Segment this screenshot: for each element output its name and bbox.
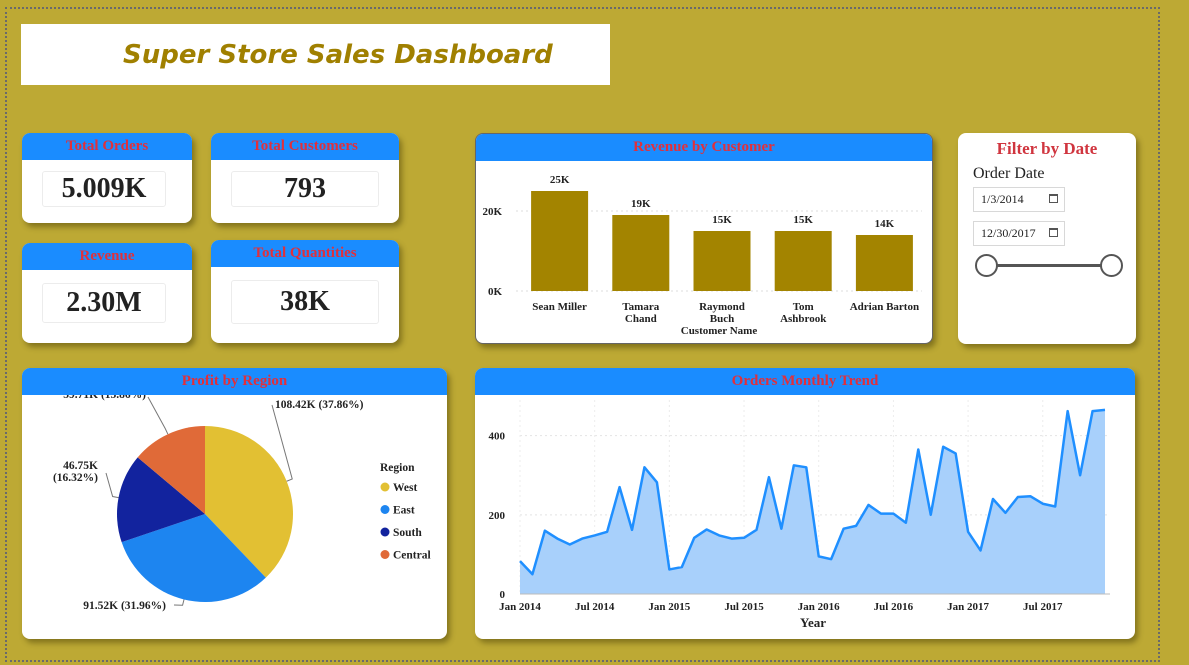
y-tick-label: 0K [488, 286, 503, 298]
x-tick-label: Jan 2016 [798, 601, 840, 613]
x-tick-label: Jan 2014 [499, 601, 541, 613]
legend-swatch [380, 482, 390, 492]
leader-line [271, 404, 293, 482]
data-label: 15K [793, 214, 813, 226]
chart-title: Revenue by Customer [476, 134, 932, 161]
kpi-label: Revenue [22, 243, 192, 270]
x-tick-label: Jul 2016 [874, 601, 914, 613]
legend-swatch [380, 505, 390, 514]
kpi-label: Total Customers [211, 133, 399, 160]
chart-title: Profit by Region [22, 368, 447, 395]
end-date-value: 12/30/2017 [981, 226, 1036, 240]
kpi-value: 5.009K [42, 171, 166, 207]
filter-subtitle: Order Date [973, 165, 1045, 182]
y-tick-label: 200 [489, 510, 506, 522]
revenue-by-customer-card: Revenue by Customer 0K 20K 25K Sean Miller 1… [475, 133, 933, 344]
leader-line [105, 472, 119, 499]
dashboard-title: Super Store Sales Dashboard [123, 39, 553, 70]
end-date-input[interactable]: 12/30/2017 [973, 221, 1065, 246]
legend-label: West [393, 482, 417, 494]
profit-by-region-chart: 108.42K (37.86%) 91.52K (31.96%) 46.75K(16… [53, 395, 431, 612]
y-tick-label: 0 [500, 589, 506, 601]
kpi-card-revenue[interactable]: Revenue 2.30M [22, 243, 192, 343]
x-tick-label: Jan 2015 [648, 601, 690, 613]
pie-slice-west [205, 426, 293, 578]
legend-label: South [393, 527, 422, 539]
pie-data-label: 91.52K (31.96%) [83, 600, 166, 612]
x-tick-label: Jul 2017 [1023, 601, 1063, 613]
kpi-value: 2.30M [42, 283, 166, 323]
bar [531, 191, 589, 291]
x-tick-label: Raymond [699, 301, 745, 313]
y-tick-label: 400 [489, 431, 506, 443]
pie-slice-central [137, 426, 205, 514]
kpi-label: Total Quantities [211, 240, 399, 267]
profit-by-region-card: Profit by Region 108.42K (37.86%) 91.52K … [22, 368, 447, 639]
legend-swatch [380, 550, 390, 559]
x-tick-label: Ashbrook [780, 313, 827, 325]
dashboard-title-box: Super Store Sales Dashboard [21, 24, 610, 85]
x-tick-label: Jul 2015 [724, 601, 764, 613]
x-tick-label: Buch [710, 313, 734, 325]
pie-data-label: 108.42K (37.86%) [275, 399, 364, 411]
filter-title: Filter by Date [996, 139, 1098, 158]
x-tick-label: Tom [793, 301, 814, 313]
kpi-card-total-customers[interactable]: Total Customers 793 [211, 133, 399, 223]
series-line [519, 408, 1106, 576]
start-date-input[interactable]: 1/3/2014 [973, 187, 1065, 212]
bar [693, 231, 751, 291]
kpi-value: 793 [231, 171, 379, 207]
orders-monthly-trend-card: Orders Monthly Trend 0 200 400 Jan 2014 Jul … [475, 368, 1135, 639]
pie-data-label: 39.71K (13.86%) [63, 395, 146, 401]
x-tick-label: Tamara [622, 301, 659, 313]
pie-slice-east [121, 514, 266, 602]
legend-label: Central [393, 550, 431, 562]
calendar-icon[interactable] [1049, 194, 1058, 203]
bar [855, 235, 913, 291]
pie-data-label: (16.32%) [53, 472, 98, 484]
chart-title: Orders Monthly Trend [475, 368, 1135, 395]
dashboard-frame [5, 7, 1160, 662]
legend-swatch [380, 527, 390, 537]
kpi-value: 38K [231, 280, 379, 324]
leader-line [147, 396, 169, 435]
area-fill [520, 409, 1105, 594]
bar [774, 231, 832, 291]
bar [612, 215, 670, 291]
data-label: 25K [550, 174, 570, 186]
kpi-card-total-quantities[interactable]: Total Quantities 38K [211, 240, 399, 343]
x-tick-label: Sean Miller [532, 301, 587, 313]
x-tick-label: Jan 2017 [947, 601, 989, 613]
date-range-end-handle[interactable] [1100, 254, 1123, 277]
orders-monthly-trend-chart: 0 200 400 Jan 2014 Jul 2014 Jan 2015 Jul 2015 J… [489, 400, 1110, 630]
legend-label: East [393, 505, 415, 517]
x-tick-label: Adrian Barton [850, 301, 919, 313]
leader-line [173, 599, 185, 606]
start-date-value: 1/3/2014 [981, 192, 1024, 206]
x-axis-label: Customer Name [681, 325, 758, 337]
date-range-slider-track[interactable] [986, 264, 1112, 267]
y-tick-label: 20K [482, 206, 502, 218]
date-range-start-handle[interactable] [975, 254, 998, 277]
pie-slice-south [117, 457, 205, 543]
x-axis-label: Year [800, 615, 826, 630]
data-label: 14K [875, 218, 895, 230]
kpi-label: Total Orders [22, 133, 192, 160]
data-label: 19K [631, 198, 651, 210]
kpi-card-total-orders[interactable]: Total Orders 5.009K [22, 133, 192, 223]
pie-data-label: 46.75K [63, 460, 98, 472]
data-label: 15K [712, 214, 732, 226]
calendar-icon[interactable] [1049, 228, 1058, 237]
x-tick-label: Jul 2014 [575, 601, 615, 613]
x-tick-label: Chand [625, 313, 657, 325]
date-filter-card: Filter by Date Order Date 1/3/2014 12/30… [958, 133, 1136, 344]
legend-title: Region [380, 462, 415, 474]
